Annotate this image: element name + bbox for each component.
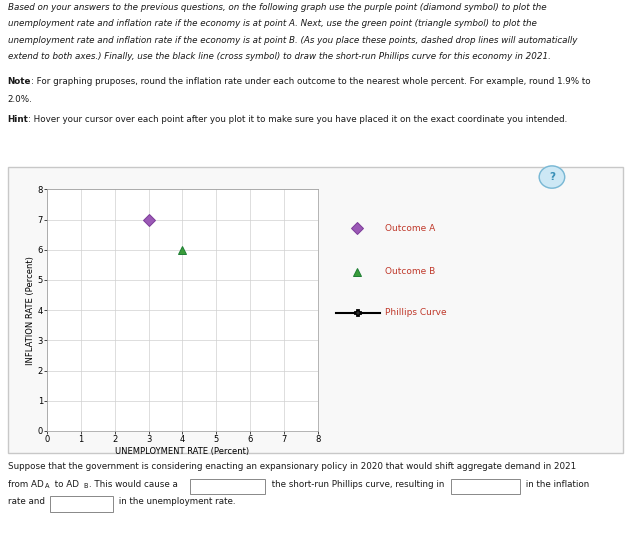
Text: Suppose that the government is considering enacting an expansionary policy in 20: Suppose that the government is consideri… [8, 462, 576, 471]
Text: ▼: ▼ [513, 480, 518, 486]
Circle shape [539, 166, 565, 188]
Text: from AD: from AD [8, 480, 43, 489]
Text: to AD: to AD [52, 480, 79, 489]
Text: Phillips Curve: Phillips Curve [386, 308, 447, 317]
X-axis label: UNEMPLOYMENT RATE (Percent): UNEMPLOYMENT RATE (Percent) [115, 447, 250, 456]
Text: Hint: Hint [8, 115, 28, 124]
Text: 2.0%.: 2.0%. [8, 95, 32, 104]
Y-axis label: INFLATION RATE (Percent): INFLATION RATE (Percent) [26, 256, 35, 365]
Text: unemployment rate and inflation rate if the economy is at point B. (As you place: unemployment rate and inflation rate if … [8, 36, 577, 44]
Text: in the unemployment rate.: in the unemployment rate. [116, 497, 236, 506]
Text: rate and: rate and [8, 497, 45, 506]
Text: the short-run Phillips curve, resulting in: the short-run Phillips curve, resulting … [269, 480, 444, 489]
Text: B: B [83, 483, 87, 489]
Text: ▼: ▼ [106, 497, 111, 503]
Text: A: A [45, 483, 49, 489]
Text: in the inflation: in the inflation [523, 480, 589, 489]
Text: : Hover your cursor over each point after you plot it to make sure you have plac: : Hover your cursor over each point afte… [28, 115, 567, 124]
Text: Note: Note [8, 77, 31, 86]
Text: ▼: ▼ [258, 480, 264, 486]
Text: Based on your answers to the previous questions, on the following graph use the : Based on your answers to the previous qu… [8, 3, 546, 12]
Text: Outcome B: Outcome B [386, 267, 436, 276]
Text: ?: ? [549, 172, 555, 182]
Text: : For graphing pruposes, round the inflation rate under each outcome to the near: : For graphing pruposes, round the infla… [31, 77, 591, 86]
Text: . This would cause a: . This would cause a [89, 480, 178, 489]
Text: Outcome A: Outcome A [386, 223, 436, 233]
Text: unemployment rate and inflation rate if the economy is at point A. Next, use the: unemployment rate and inflation rate if … [8, 19, 537, 28]
Text: extend to both axes.) Finally, use the black line (cross symbol) to draw the sho: extend to both axes.) Finally, use the b… [8, 52, 550, 61]
